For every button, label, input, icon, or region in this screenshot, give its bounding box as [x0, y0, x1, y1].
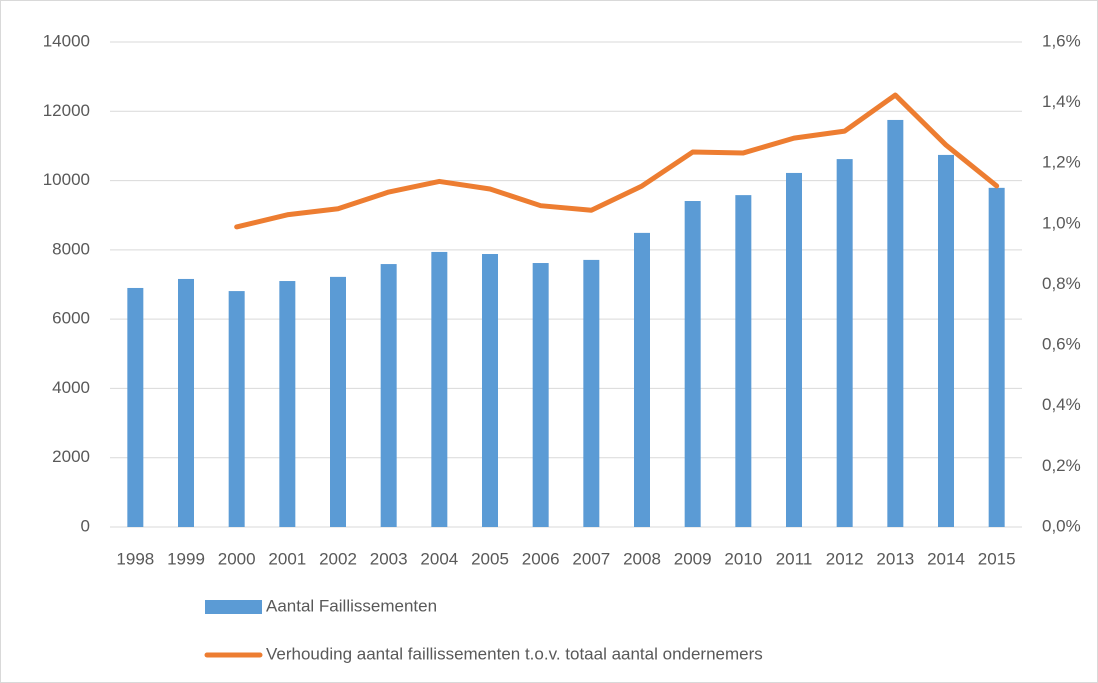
bar: [583, 259, 600, 527]
x-tick-label: 2012: [826, 549, 864, 568]
y2-tick-label: 0,4%: [1042, 395, 1081, 414]
bar: [178, 278, 194, 527]
y-tick-label: 8000: [52, 239, 90, 258]
y2-tick-label: 0,0%: [1042, 516, 1081, 535]
bar: [735, 195, 752, 527]
x-tick-label: 2002: [319, 549, 357, 568]
y2-tick-label: 0,8%: [1042, 274, 1081, 293]
x-tick-label: 2008: [623, 549, 661, 568]
bar: [330, 276, 346, 527]
y-tick-label: 6000: [52, 309, 90, 328]
x-tick-label: 2014: [927, 549, 965, 568]
y2-tick-label: 1,6%: [1042, 31, 1081, 50]
legend-label: Aantal Faillissementen: [266, 596, 437, 615]
bar: [228, 291, 245, 527]
x-tick-label: 2009: [674, 549, 712, 568]
x-tick-label: 2010: [724, 549, 762, 568]
legend-label: Verhouding aantal faillissementen t.o.v.…: [266, 644, 763, 663]
bar: [988, 187, 1005, 527]
x-tick-label: 2001: [268, 549, 306, 568]
x-tick-label: 2007: [572, 549, 610, 568]
y-tick-label: 0: [81, 516, 90, 535]
bar: [836, 159, 853, 528]
x-tick-label: 2003: [370, 549, 408, 568]
y-tick-label: 2000: [52, 447, 90, 466]
x-tick-label: 2000: [218, 549, 256, 568]
bar: [532, 263, 549, 527]
y-tick-label: 4000: [52, 378, 90, 397]
bar: [887, 119, 904, 528]
bar: [127, 287, 144, 527]
legend-swatch: [205, 600, 262, 614]
line: [234, 92, 1000, 230]
bar: [380, 264, 397, 527]
y2-tick-label: 0,2%: [1042, 456, 1081, 475]
bar: [634, 232, 650, 527]
bar: [279, 281, 296, 527]
bar: [684, 201, 701, 527]
bar: [482, 254, 498, 527]
y2-tick-label: 0,6%: [1042, 335, 1081, 354]
x-tick-label: 2004: [420, 549, 458, 568]
y2-tick-label: 1,2%: [1042, 153, 1081, 172]
bar: [786, 172, 802, 527]
x-tick-label: 2006: [522, 549, 560, 568]
x-tick-label: 1999: [167, 549, 205, 568]
x-tick-label: 1998: [116, 549, 154, 568]
y-tick-label: 12000: [43, 101, 90, 120]
bar: [431, 251, 448, 527]
x-tick-label: 2015: [978, 549, 1016, 568]
x-tick-label: 2005: [471, 549, 509, 568]
y2-tick-label: 1,4%: [1042, 92, 1081, 111]
bar: [938, 154, 954, 527]
y-tick-label: 10000: [43, 170, 90, 189]
x-tick-label: 2013: [876, 549, 914, 568]
x-tick-label: 2011: [776, 549, 813, 568]
y2-tick-label: 1,0%: [1042, 213, 1081, 232]
y-tick-label: 14000: [43, 31, 90, 50]
